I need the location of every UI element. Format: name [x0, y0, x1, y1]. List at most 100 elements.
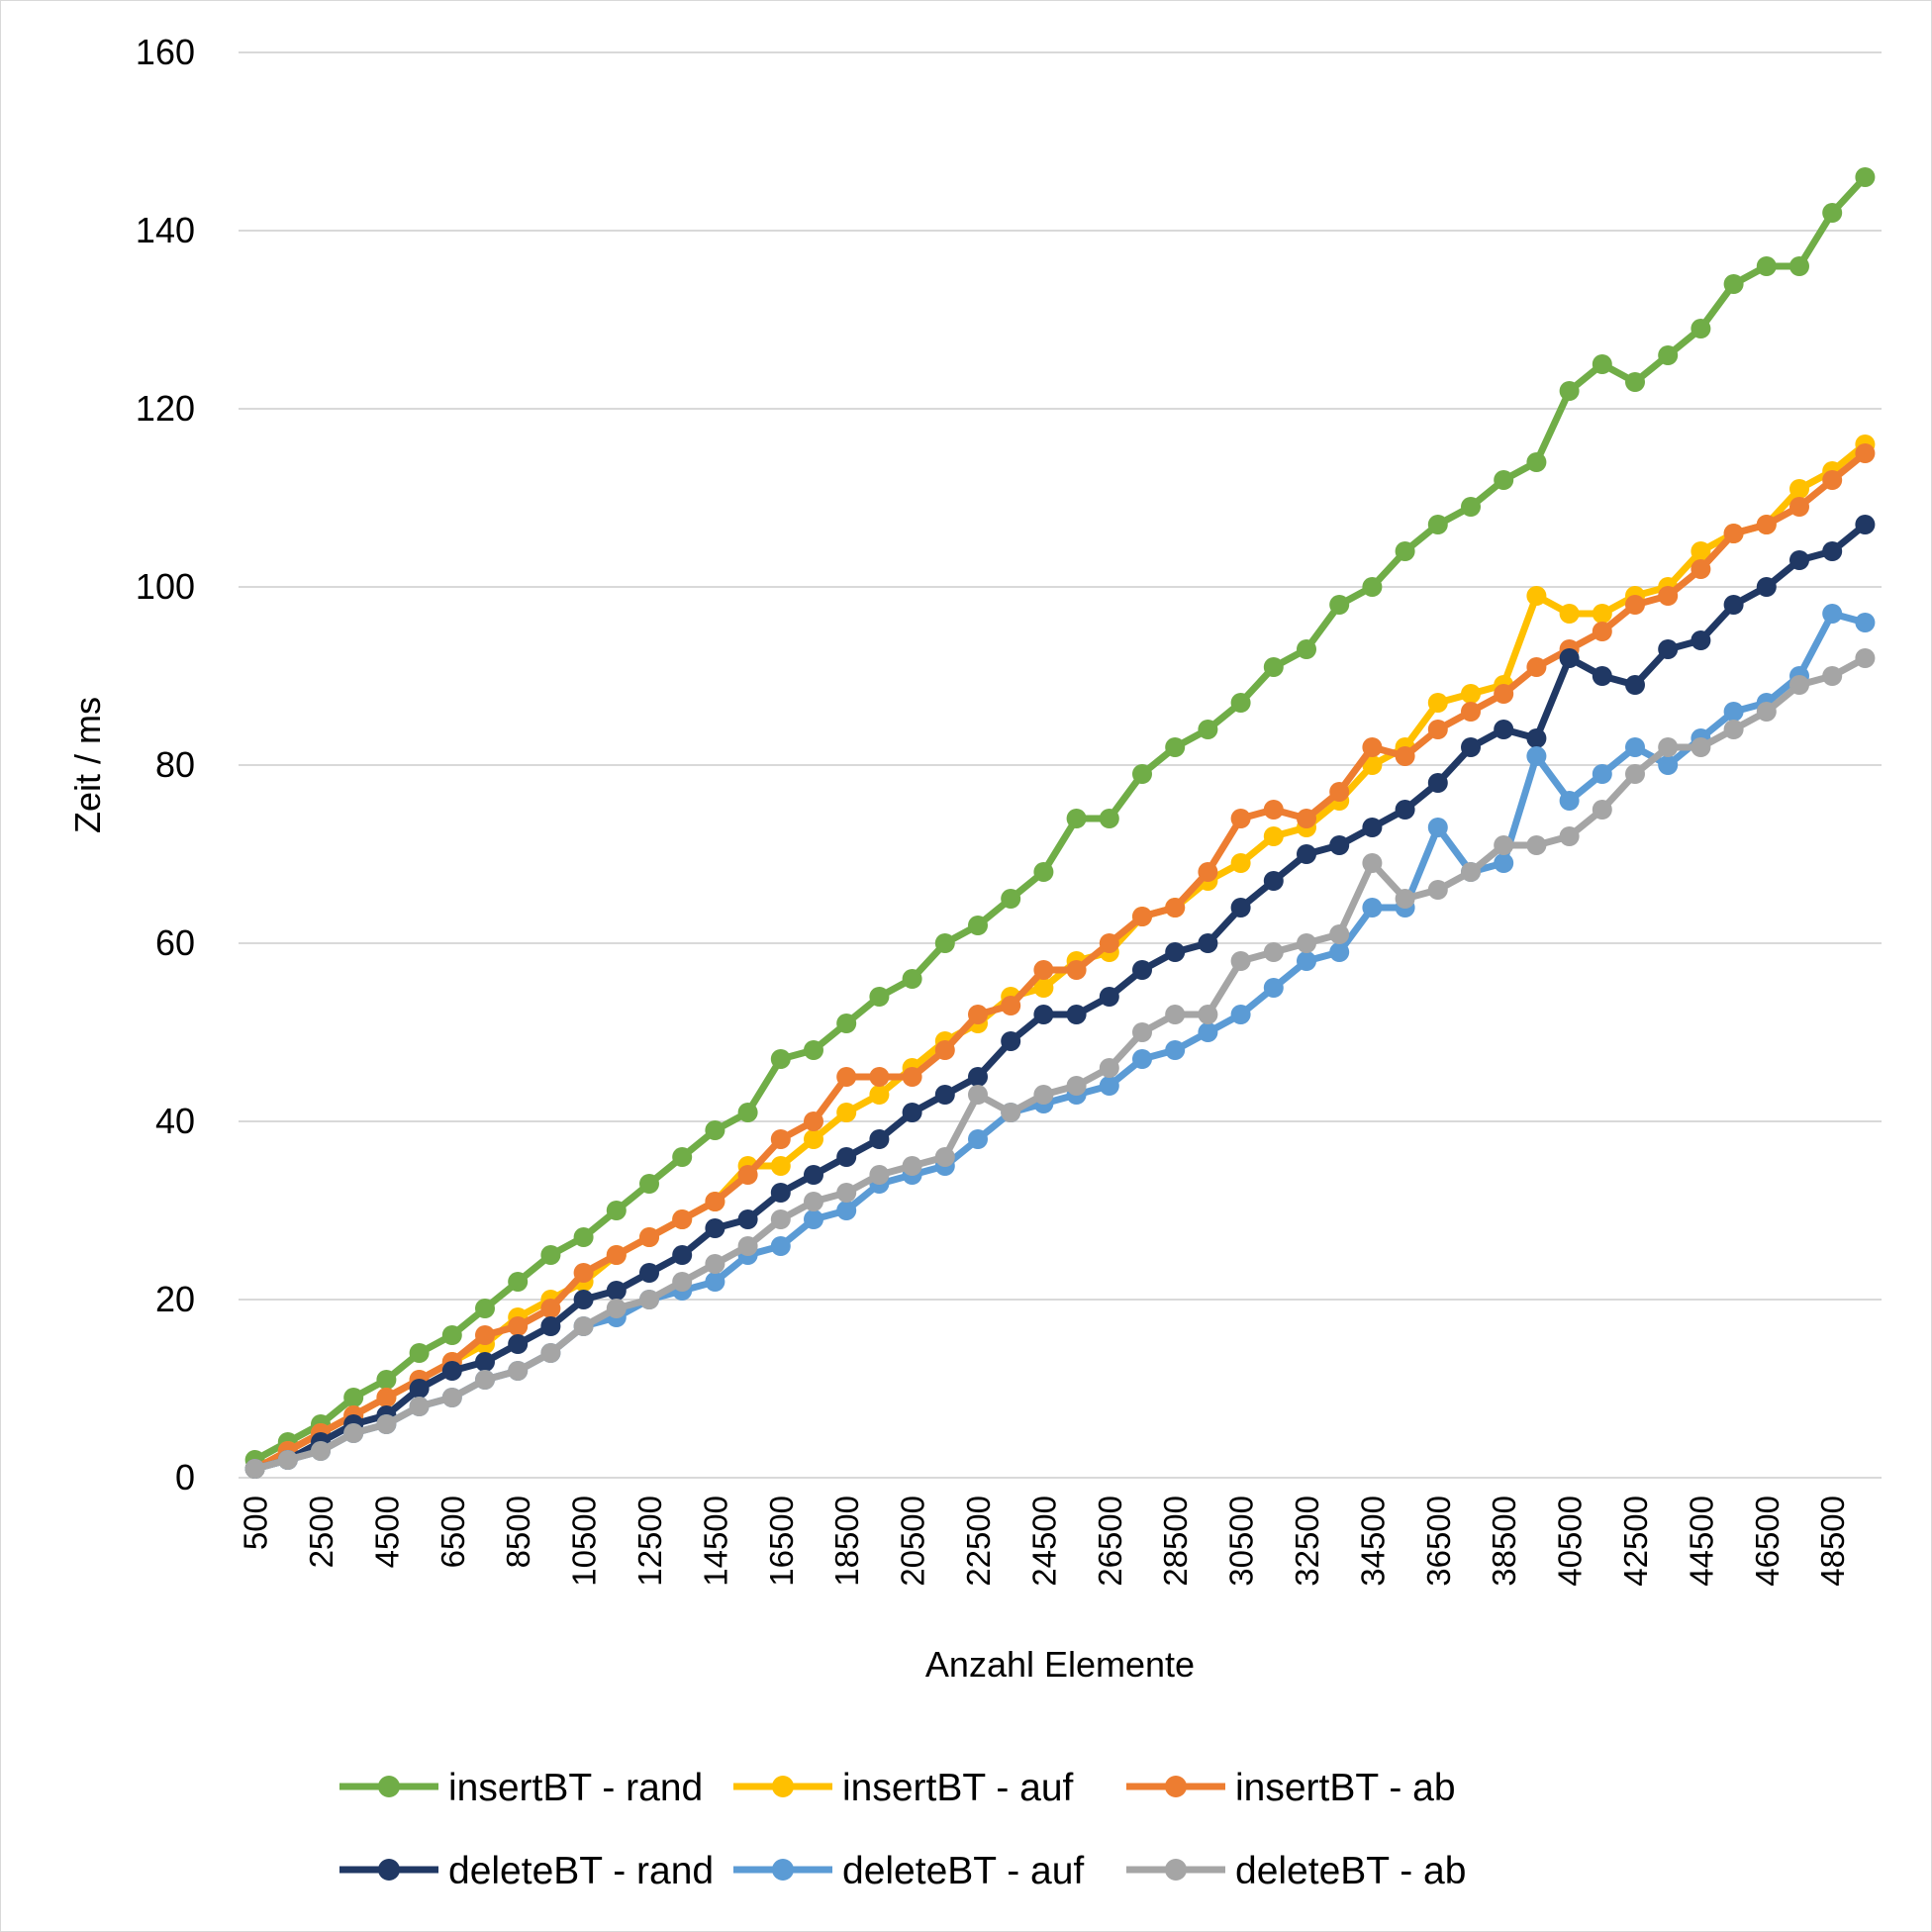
legend-item: deleteBT - rand [339, 1850, 714, 1892]
data-point [1658, 586, 1679, 606]
data-point [1230, 693, 1251, 713]
data-point [869, 1129, 890, 1149]
x-tick-label: 16500 [763, 1496, 800, 1587]
x-tick-label: 8500 [500, 1496, 536, 1568]
data-point [606, 1201, 627, 1220]
data-point [1427, 880, 1448, 900]
data-point [1756, 256, 1777, 276]
legend-marker [772, 1859, 794, 1881]
data-point [836, 1067, 857, 1087]
data-point [277, 1450, 298, 1470]
x-axis-title: Anzahl Elemente [925, 1644, 1195, 1685]
series-5 [244, 648, 1876, 1479]
data-point [1263, 871, 1284, 891]
legend-marker [378, 1776, 400, 1797]
data-point [1001, 1103, 1021, 1122]
data-point [1592, 622, 1612, 641]
data-point [968, 916, 988, 935]
data-point [1362, 853, 1383, 873]
data-point [672, 1245, 693, 1265]
data-point [606, 1281, 627, 1301]
data-point [1099, 933, 1119, 953]
data-point [705, 1120, 725, 1140]
data-point [606, 1299, 627, 1318]
data-point [1329, 595, 1350, 615]
data-point [770, 1129, 791, 1149]
data-point [705, 1254, 725, 1274]
data-point [902, 1156, 922, 1176]
series-line [251, 521, 1869, 1473]
data-point [1297, 639, 1316, 659]
data-point [1165, 1040, 1186, 1060]
x-tick-label: 30500 [1223, 1496, 1260, 1587]
data-point [311, 1441, 331, 1461]
data-point [968, 1129, 988, 1149]
x-tick-label: 2500 [303, 1496, 339, 1568]
legend-item: insertBT - auf [733, 1767, 1074, 1809]
data-point [1723, 595, 1744, 615]
data-point [475, 1299, 495, 1318]
data-point [244, 1459, 265, 1479]
y-tick-label: 60 [155, 922, 195, 963]
data-point [1230, 853, 1251, 873]
data-point [968, 1085, 988, 1105]
series-line [251, 654, 1869, 1473]
data-point [968, 1005, 988, 1024]
data-point [1329, 835, 1350, 855]
data-point [770, 1209, 791, 1229]
data-point [1822, 203, 1843, 223]
data-point [1001, 889, 1021, 909]
data-point [540, 1299, 561, 1318]
data-point [1690, 559, 1711, 579]
legend-label: insertBT - ab [1235, 1767, 1456, 1809]
x-tick-label: 26500 [1092, 1496, 1128, 1587]
x-tick-label: 46500 [1749, 1496, 1786, 1587]
data-point [1559, 791, 1580, 811]
data-point [770, 1183, 791, 1203]
data-point [1132, 907, 1152, 926]
legend-item: deleteBT - auf [733, 1850, 1084, 1892]
data-point [1658, 345, 1679, 365]
data-point [1362, 577, 1383, 597]
data-point [836, 1103, 857, 1122]
data-point [1658, 755, 1679, 775]
data-point [1099, 987, 1119, 1007]
data-point [1822, 666, 1843, 686]
data-point [1165, 898, 1186, 918]
data-point [1526, 452, 1547, 472]
data-point [1723, 720, 1744, 739]
data-point [737, 1209, 758, 1229]
data-point [1033, 978, 1054, 998]
data-point [1198, 933, 1218, 953]
data-point [1822, 470, 1843, 490]
data-point [639, 1174, 659, 1194]
data-point [573, 1263, 594, 1283]
data-point [869, 1165, 890, 1185]
y-tick-label: 100 [136, 566, 195, 607]
data-point [1033, 960, 1054, 980]
data-point [343, 1388, 364, 1407]
data-point [1789, 497, 1809, 517]
x-tick-label: 6500 [435, 1496, 471, 1568]
data-point [540, 1245, 561, 1265]
data-point [1263, 942, 1284, 962]
data-point [1658, 639, 1679, 659]
data-point [1461, 702, 1481, 722]
data-point [869, 1085, 890, 1105]
legend-item: insertBT - rand [339, 1767, 703, 1809]
data-point [441, 1361, 462, 1381]
data-point [1033, 1085, 1054, 1105]
data-point [1559, 381, 1580, 401]
y-tick-label: 20 [155, 1279, 195, 1319]
data-point [343, 1423, 364, 1443]
data-point [1297, 933, 1316, 953]
data-point [1625, 675, 1645, 695]
data-point [1033, 862, 1054, 882]
data-point [409, 1379, 430, 1399]
data-point [934, 1040, 955, 1060]
data-point [1132, 960, 1152, 980]
series-3 [244, 515, 1876, 1479]
data-point [1625, 372, 1645, 392]
data-point [1066, 1076, 1087, 1096]
data-point [1592, 800, 1612, 820]
